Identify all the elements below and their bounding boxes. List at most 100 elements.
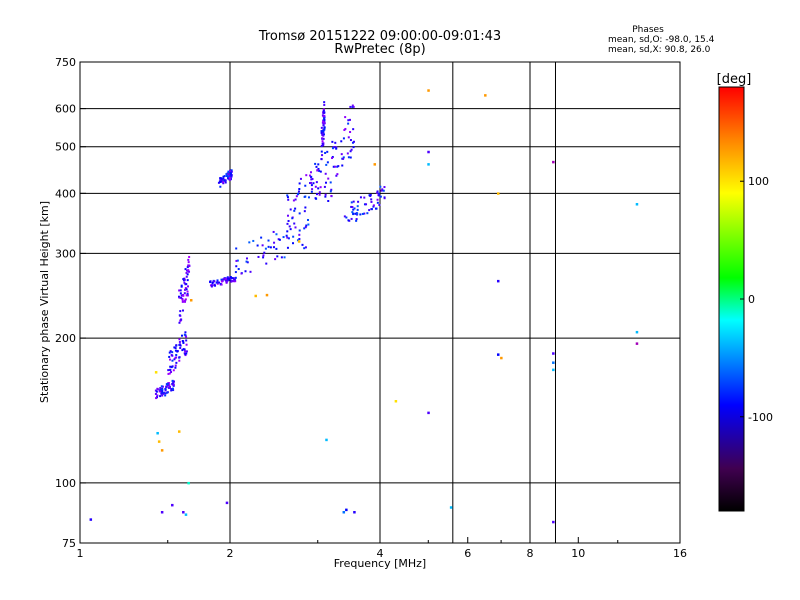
echo-point [635,342,639,345]
echo-dot [186,293,189,296]
echo-dot [187,264,190,267]
echo-dot [159,395,162,398]
echo-dot [160,385,163,388]
echo-dot [175,353,178,356]
echo-dot [252,239,255,242]
echo-dot [345,216,348,219]
echo-dot [294,226,297,229]
echo-dot [350,148,353,151]
echo-point [353,510,356,514]
echo-dot [172,383,175,386]
echo-dot [228,277,231,280]
echo-dot [310,178,313,181]
echo-dot [337,165,340,168]
echo-dot [237,268,240,271]
echo-dot [180,284,183,287]
echo-dot [182,348,185,351]
echo-dot [168,351,171,354]
echo-point [297,240,301,243]
echo-dot [322,134,325,137]
echo-dot [240,272,243,275]
echo-dot [303,247,306,250]
echo-dot [181,299,184,302]
echo-dot [308,174,311,177]
echo-dot [230,175,233,178]
echo-dot [286,194,289,197]
echo-dot [318,191,321,194]
echo-dot [383,196,386,199]
echo-dot [227,177,230,180]
echo-dot [305,174,308,177]
echo-dot [322,144,325,147]
echo-dot [249,270,252,273]
echo-dot [310,190,313,193]
echo-dot [265,262,268,265]
echo-dot [217,181,220,184]
echo-dot [329,190,332,193]
echo-dot [182,294,185,297]
echo-dot [320,126,323,129]
y-tick-label: 75 [62,537,76,550]
echo-dot [311,177,314,180]
echo-dot [323,114,326,117]
echo-dot [304,206,307,209]
echo-dot [317,163,320,166]
echo-traces [154,101,386,400]
echo-dot [287,219,290,222]
echo-dot [184,268,187,271]
echo-point [156,431,159,435]
echo-dot [306,218,309,221]
echo-dot [182,278,185,281]
echo-dot [216,282,219,285]
echo-dot [185,271,188,274]
echo-dot [323,126,326,129]
echo-dot [166,391,169,394]
echo-dot [333,165,336,168]
echo-dot [164,389,167,392]
echo-dot [286,236,289,239]
echo-dot [351,205,354,208]
echo-dot [228,276,231,279]
echo-dot [179,347,182,350]
echo-dot [185,339,188,342]
echo-dot [227,176,230,179]
echo-dot [383,186,386,189]
echo-dot [375,207,378,210]
echo-dot [154,389,157,392]
echo-dot [378,204,381,207]
echo-dot [156,388,159,391]
echo-dot [161,388,164,391]
echo-dot [368,209,371,212]
echo-point [225,501,229,505]
echo-dot [230,280,233,283]
echo-dot [321,130,324,133]
echo-dot [186,266,189,269]
echo-dot [215,281,218,284]
echo-dot [256,244,259,247]
echo-dot [298,212,301,215]
echo-dot [321,140,324,143]
echo-dot [286,246,289,249]
echo-dot [304,246,307,249]
echo-dot [173,346,176,349]
echo-dot [220,280,223,283]
echo-dot [322,124,325,127]
echo-dot [353,207,356,210]
echo-dot [214,284,217,287]
x-tick-label: 2 [227,547,234,560]
echo-dot [347,156,350,159]
echo-dot [352,208,355,211]
legend-title: Phases [632,25,664,35]
echo-dot [228,175,231,178]
echo-dot [286,196,289,199]
echo-dot [351,104,354,107]
echo-dot [343,129,346,132]
echo-dot [230,170,233,173]
echo-dot [210,285,213,288]
echo-dot [229,170,232,173]
echo-dot [342,156,345,159]
echo-dot [319,170,322,173]
echo-dot [164,394,167,397]
echo-dot [179,344,182,347]
echo-dot [175,361,178,364]
